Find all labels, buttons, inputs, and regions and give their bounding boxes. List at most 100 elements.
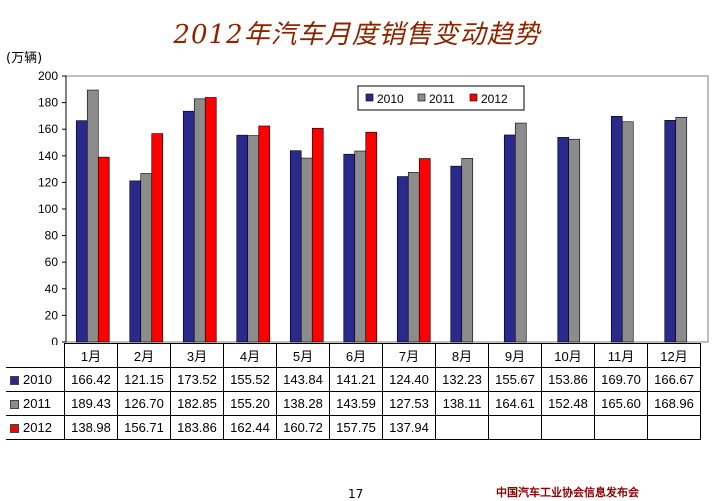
bar-2010-2 bbox=[129, 180, 142, 343]
x-tick-label: 3月 bbox=[170, 343, 224, 368]
bar-2011-9 bbox=[514, 122, 527, 343]
bar-2011-6 bbox=[354, 150, 367, 343]
table-header-row: 1月 2月 3月 4月 5月 6月 7月 8月 9月 10月 11月 12月 bbox=[6, 343, 701, 368]
data-label: 162.44 bbox=[223, 415, 277, 440]
y-axis-unit: (万辆) bbox=[6, 51, 43, 66]
data-label: 155.20 bbox=[223, 391, 277, 416]
data-label: 169.70 bbox=[594, 367, 648, 392]
bar-2011-3 bbox=[193, 98, 206, 343]
bar-2012-5 bbox=[311, 127, 324, 343]
bar-2010-10 bbox=[557, 137, 570, 343]
table-corner bbox=[6, 343, 65, 368]
legend-label-2010: 2010 bbox=[377, 92, 404, 106]
x-tick-label: 2月 bbox=[117, 343, 171, 368]
bar-2011-12 bbox=[675, 116, 688, 343]
x-tick-label: 5月 bbox=[276, 343, 330, 368]
table-row: 2011 189.43 126.70 182.85 155.20 138.28 143.59… bbox=[6, 391, 701, 416]
data-label: 152.48 bbox=[541, 391, 595, 416]
legend-box bbox=[357, 85, 525, 111]
data-label: 157.75 bbox=[329, 415, 383, 440]
bar-2010-5 bbox=[289, 150, 302, 343]
y-tick-label: 60 bbox=[45, 255, 59, 269]
bar-2012-3 bbox=[204, 97, 217, 343]
footer-text: 中国汽车工业协会信息发布会 bbox=[496, 486, 639, 499]
bar-2011-8 bbox=[461, 158, 474, 343]
x-tick-label: 7月 bbox=[382, 343, 436, 368]
legend-swatch-2011 bbox=[417, 93, 426, 102]
bar-2010-4 bbox=[236, 134, 249, 343]
legend: 2010 2011 2012 bbox=[357, 85, 525, 111]
bar-2010-11 bbox=[610, 115, 623, 343]
bar-2011-4 bbox=[247, 135, 260, 343]
bar-2012-7 bbox=[418, 158, 431, 343]
bar-2010-12 bbox=[664, 120, 677, 343]
data-label bbox=[541, 415, 595, 440]
bar-chart: 0 20 40 60 80 100 120 140 160 180 200 2010 2011 2012 bbox=[38, 69, 709, 345]
bar-2011-10 bbox=[568, 138, 581, 343]
plot-area bbox=[65, 75, 709, 343]
data-label: 173.52 bbox=[170, 367, 224, 392]
bar-2011-5 bbox=[300, 157, 313, 343]
x-tick-label: 12月 bbox=[647, 343, 701, 368]
x-tick-label: 4月 bbox=[223, 343, 277, 368]
bar-2012-1 bbox=[97, 156, 110, 343]
legend-swatch-2010 bbox=[365, 93, 374, 102]
bar-2010-7 bbox=[396, 176, 409, 343]
data-label: 132.23 bbox=[435, 367, 489, 392]
data-label: 141.21 bbox=[329, 367, 383, 392]
data-label: 121.15 bbox=[117, 367, 171, 392]
data-label: 138.11 bbox=[435, 391, 489, 416]
chart-title: 2012年汽车月度销售变动趋势 bbox=[173, 20, 541, 50]
series-row-label: 2011 bbox=[6, 391, 65, 416]
data-label: 155.67 bbox=[488, 367, 542, 392]
series-name: 2011 bbox=[23, 396, 51, 411]
y-tick-label: 140 bbox=[38, 149, 58, 163]
data-label: 160.72 bbox=[276, 415, 330, 440]
bar-2012-2 bbox=[151, 133, 164, 343]
legend-swatch-2012 bbox=[469, 93, 478, 102]
y-tick-label: 160 bbox=[38, 122, 58, 136]
bar-2011-11 bbox=[621, 121, 634, 343]
y-tick-label: 200 bbox=[38, 69, 58, 83]
series-row-label: 2012 bbox=[6, 415, 65, 440]
series-swatch-icon bbox=[10, 400, 19, 410]
bar-2010-3 bbox=[182, 110, 195, 343]
data-label: 156.71 bbox=[117, 415, 171, 440]
data-table: 1月 2月 3月 4月 5月 6月 7月 8月 9月 10月 11月 12月 2010 166.42 121… bbox=[6, 343, 701, 440]
data-label: 165.60 bbox=[594, 391, 648, 416]
series-swatch-icon bbox=[10, 376, 19, 386]
data-label: 155.52 bbox=[223, 367, 277, 392]
y-tick-label: 0 bbox=[51, 335, 58, 345]
data-label: 126.70 bbox=[117, 391, 171, 416]
table-row: 2010 166.42 121.15 173.52 155.52 143.84 141.21… bbox=[6, 367, 701, 392]
data-label: 183.86 bbox=[170, 415, 224, 440]
series-row-label: 2010 bbox=[6, 367, 65, 392]
data-label: 137.94 bbox=[382, 415, 436, 440]
bar-2011-1 bbox=[86, 89, 99, 343]
x-tick-label: 10月 bbox=[541, 343, 595, 368]
series-name: 2010 bbox=[23, 372, 52, 387]
y-tick-label: 180 bbox=[38, 96, 58, 110]
bar-2010-6 bbox=[343, 153, 356, 343]
bar-2012-4 bbox=[258, 125, 271, 343]
data-label: 164.61 bbox=[488, 391, 542, 416]
bar-2010-9 bbox=[503, 134, 516, 343]
x-tick-label: 6月 bbox=[329, 343, 383, 368]
legend-label-2011: 2011 bbox=[429, 92, 455, 106]
legend-label-2012: 2012 bbox=[481, 92, 508, 106]
y-tick-label: 20 bbox=[45, 308, 59, 322]
data-label: 168.96 bbox=[647, 391, 701, 416]
y-tick-label: 40 bbox=[45, 282, 59, 296]
y-tick-label: 100 bbox=[38, 202, 58, 216]
y-tick-label: 80 bbox=[45, 229, 59, 243]
data-label: 182.85 bbox=[170, 391, 224, 416]
bar-2011-2 bbox=[140, 173, 153, 343]
data-label: 143.84 bbox=[276, 367, 330, 392]
data-label bbox=[435, 415, 489, 440]
data-label: 143.59 bbox=[329, 391, 383, 416]
bar-2010-1 bbox=[75, 120, 88, 343]
series-name: 2012 bbox=[23, 420, 52, 435]
y-tick-label: 120 bbox=[38, 175, 58, 189]
page-number: 17 bbox=[348, 487, 364, 501]
data-label bbox=[647, 415, 701, 440]
